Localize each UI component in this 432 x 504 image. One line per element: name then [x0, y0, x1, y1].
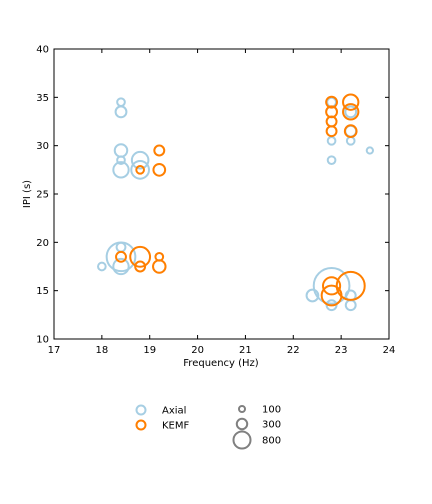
point: [326, 135, 337, 146]
point: [130, 150, 150, 170]
axis-ticks: 17 18 19 20 21 22 23 24 10 15 20 25 30 35 40: [36, 45, 395, 357]
point: [116, 155, 126, 166]
y-tick-label: 40: [36, 45, 49, 56]
y-tick-label: 30: [36, 141, 49, 152]
legend-size-marker: [235, 417, 249, 431]
point: [326, 155, 337, 166]
y-tick-label: 25: [36, 190, 49, 201]
point: [130, 159, 150, 180]
point: [152, 162, 167, 177]
y-tick-label: 10: [36, 335, 49, 346]
legend-label-kemf: KEMF: [162, 421, 190, 432]
point: [135, 164, 145, 175]
point: [344, 299, 357, 312]
point: [345, 135, 356, 146]
y-tick-label: 15: [36, 286, 49, 297]
legend-marker-axial: [135, 404, 147, 416]
point: [153, 144, 166, 157]
point: [112, 161, 130, 179]
point: [114, 105, 128, 119]
point: [326, 96, 337, 108]
legend-marker-kemf: [135, 419, 147, 431]
point: [342, 103, 360, 121]
legend-size-label: 800: [262, 436, 281, 447]
point: [115, 241, 127, 253]
point: [113, 143, 129, 158]
plot-frame: [53, 48, 390, 340]
x-tick-label: 24: [383, 345, 396, 356]
x-tick-label: 23: [335, 345, 348, 356]
point: [321, 276, 342, 296]
point: [105, 241, 137, 273]
point: [312, 266, 351, 305]
point: [320, 284, 343, 307]
point: [325, 95, 338, 109]
data-points: [97, 93, 374, 312]
point: [152, 259, 167, 274]
legend-label-axial: Axial: [162, 406, 186, 417]
x-tick-label: 22: [287, 345, 300, 356]
series-kemf: [115, 93, 366, 307]
x-tick-label: 21: [239, 345, 252, 356]
point: [112, 257, 130, 276]
legend-size-marker: [237, 404, 247, 414]
point: [365, 146, 374, 155]
x-tick-label: 17: [48, 345, 61, 356]
point: [116, 97, 126, 108]
y-tick-label: 35: [36, 93, 49, 104]
legend-size-label: 100: [262, 405, 281, 416]
point: [325, 125, 338, 138]
point: [129, 245, 152, 268]
y-axis-label: IPI (s): [22, 180, 33, 208]
point: [134, 260, 147, 273]
point: [305, 288, 320, 303]
y-tick-label: 20: [36, 238, 49, 249]
legend: Axial KEMF 100 300 800: [135, 404, 281, 450]
point: [335, 270, 366, 301]
x-axis-label: Frequency (Hz): [183, 358, 259, 369]
legend-size-marker: [232, 430, 252, 450]
point: [115, 250, 127, 263]
point: [344, 105, 358, 119]
point: [343, 124, 358, 139]
point: [342, 93, 360, 111]
x-tick-label: 20: [191, 345, 204, 356]
legend-size-label: 300: [262, 420, 281, 431]
x-tick-label: 18: [95, 345, 108, 356]
point: [97, 261, 107, 272]
x-tick-label: 19: [143, 345, 156, 356]
